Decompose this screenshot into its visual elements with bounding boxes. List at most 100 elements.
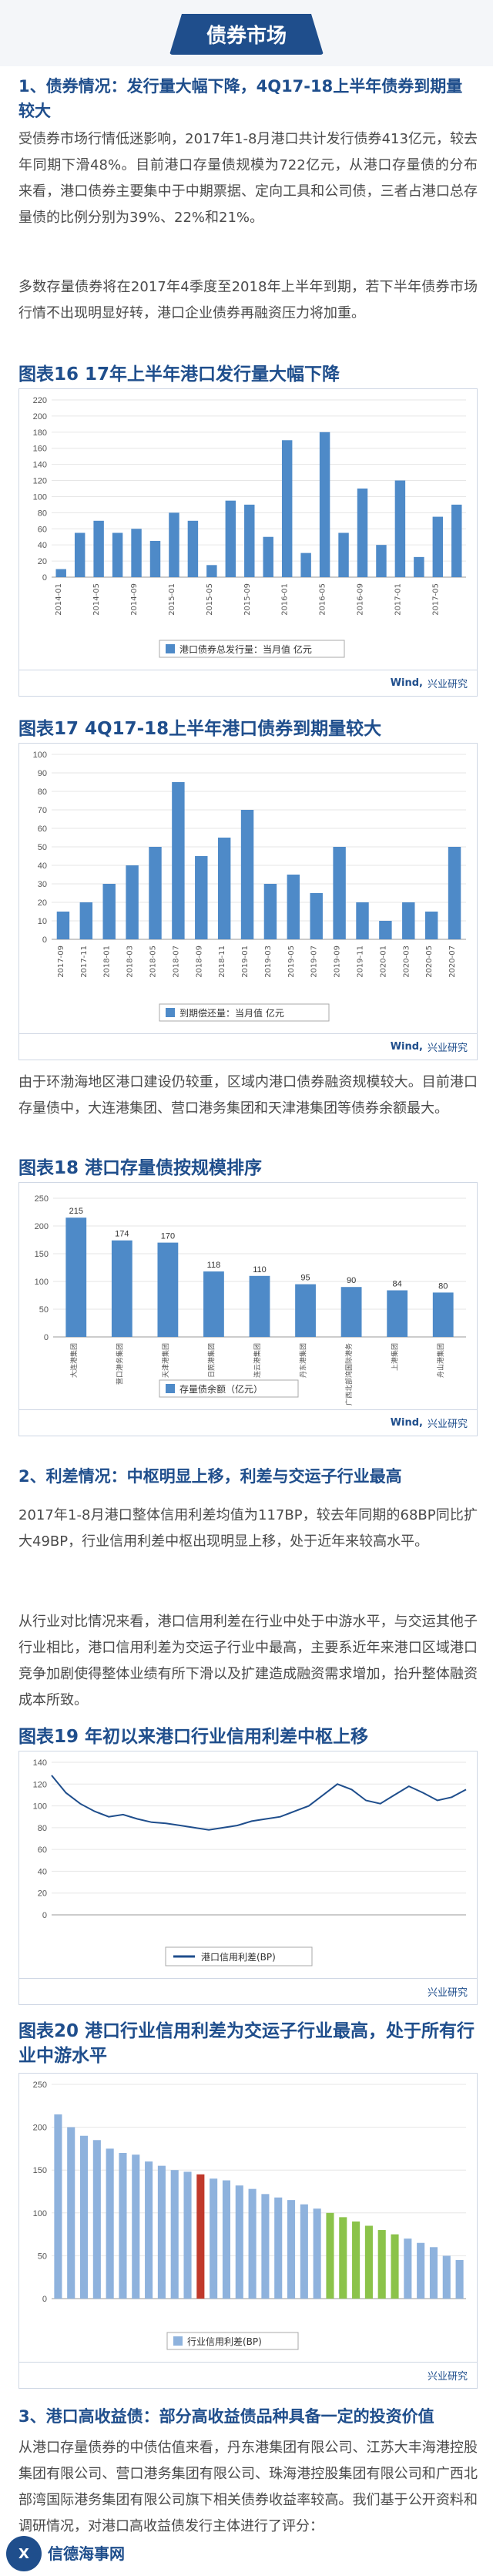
bar (217, 838, 231, 939)
x-tick-label: 2014-05 (92, 583, 101, 616)
legend-box (166, 2332, 299, 2350)
bar (195, 856, 208, 939)
bar (131, 529, 142, 577)
x-tick-label: 丹东港集团 (299, 1343, 308, 1378)
figure16-title: 图表16 17年上半年港口发行量大幅下降 (18, 364, 340, 385)
figure17-title: 图表17 4Q17-18上半年港口债券到期量较大 (18, 719, 382, 739)
section1-heading: 1、债券情况：发行量大幅下降，4Q17-18上半年债券到期量较大 (18, 77, 463, 120)
y-tick-label: 250 (35, 1194, 49, 1204)
bar (126, 865, 139, 939)
bar (429, 2247, 438, 2299)
bar (54, 2114, 62, 2299)
bar (235, 2185, 243, 2299)
figure19-source: 兴业研究 (19, 1978, 477, 2004)
bar (379, 921, 392, 939)
legend-label: 到期偿还量：当月值 亿元 (179, 1007, 284, 1019)
y-tick-label: 100 (33, 2209, 47, 2218)
bar (352, 2221, 361, 2299)
x-tick-label: 上港集团 (391, 1343, 400, 1371)
x-tick-label: 2018-01 (103, 945, 112, 978)
bar (300, 2204, 308, 2299)
bar (92, 2140, 101, 2299)
bar (310, 893, 323, 939)
bar (263, 536, 273, 577)
y-tick-label: 160 (33, 445, 47, 454)
bar (149, 540, 161, 577)
data-label: 118 (207, 1261, 221, 1270)
y-tick-label: 140 (33, 461, 47, 470)
bar (132, 2155, 140, 2299)
x-tick-label: 舟山港集团 (436, 1343, 445, 1378)
bar (248, 2188, 257, 2299)
data-label: 90 (347, 1276, 356, 1285)
x-tick-label: 2014-01 (55, 583, 63, 616)
x-tick-label: 2019-05 (287, 945, 296, 978)
data-label: 170 (161, 1232, 175, 1241)
y-tick-label: 80 (38, 1824, 47, 1833)
legend-label: 港口债券总发行量：当月值 亿元 (179, 643, 312, 655)
figure18-title: 图表18 港口存量债按规模排序 (18, 1158, 263, 1178)
bar (79, 902, 93, 939)
figure16-svg: 0 20 40 60 80 100 120 140 160 180 200 220 2014-01 201… (33, 396, 466, 658)
bar (261, 2194, 270, 2299)
y-tick-label: 0 (42, 935, 47, 945)
bar (225, 500, 236, 577)
bar (170, 2170, 179, 2299)
x-tick-label: 2017-11 (80, 945, 89, 978)
bar (149, 847, 162, 939)
x-tick-label: 2014-09 (130, 583, 139, 616)
bar (391, 2234, 399, 2299)
bar (414, 556, 424, 577)
bar (340, 1287, 362, 1337)
y-tick-label: 100 (35, 1278, 49, 1287)
legend-box (159, 1003, 330, 1022)
y-tick-label: 70 (38, 806, 47, 815)
figure19-svg: 0 20 40 60 80 100 120 140 港口信用利差(BP) (33, 1758, 467, 1966)
section1-paragraph-2: 多数存量债券将在2017年4季度至2018年上半年到期，若下半年债券市场行情不出… (18, 279, 478, 321)
data-label: 80 (438, 1281, 448, 1291)
bar (102, 884, 116, 939)
figure16-chart: 0 20 40 60 80 100 120 140 160 180 200 220 2014-01 201… (18, 388, 478, 697)
footer-logo: X 信德海事网 (6, 2536, 125, 2571)
bar (203, 1271, 224, 1337)
y-tick-label: 120 (33, 477, 47, 486)
figure17-svg: 0 10 20 30 40 50 60 70 80 90 100 2017-09 2017-11 2018… (33, 751, 466, 1022)
bar (196, 2174, 205, 2299)
bar (339, 2217, 347, 2299)
y-tick-label: 50 (39, 1305, 49, 1315)
bar (119, 2152, 127, 2299)
bar (244, 504, 255, 577)
x-tick-label: 2020-01 (379, 945, 387, 978)
bar (451, 504, 462, 577)
bar (442, 2255, 451, 2299)
bar (448, 847, 461, 939)
y-tick-label: 250 (33, 2081, 47, 2090)
bar (313, 2208, 321, 2299)
bar (74, 532, 86, 577)
bar (222, 2180, 231, 2299)
x-tick-label: 2018-05 (149, 945, 158, 978)
bar (187, 520, 199, 577)
legend-swatch (166, 1008, 175, 1017)
bar (287, 2200, 296, 2299)
data-label: 174 (115, 1230, 129, 1239)
bar (112, 532, 123, 577)
y-tick-label: 200 (35, 1222, 49, 1231)
y-tick-label: 100 (33, 751, 47, 760)
data-label: 215 (69, 1207, 83, 1216)
y-tick-label: 40 (38, 1867, 47, 1876)
x-tick-label: 天津港集团 (161, 1343, 170, 1378)
fig18-intro-paragraph: 由于环渤海地区港口建设仍较重，区域内港口债券融资规模较大。目前港口存量债中，大连… (18, 1074, 478, 1117)
series-line (51, 1775, 467, 1831)
bar (387, 1290, 408, 1337)
y-tick-label: 150 (33, 2166, 47, 2175)
bar (333, 847, 346, 939)
figure20-title: 图表20 港口行业信用利差为交运子行业最高，处于所有行业中游水平 (18, 2021, 475, 2066)
legend-label: 行业信用利差(BP) (187, 2336, 262, 2347)
figure18-svg: 0 50 100 150 200 250 215 大连港集团 174 营口港务集团 170 天津港集团… (35, 1194, 466, 1406)
x-tick-label: 大连港集团 (69, 1343, 79, 1378)
figure20-svg: 0 50 100 150 200 250 行业信用利差(BP) (33, 2081, 466, 2350)
legend-label: 港口信用利差(BP) (201, 1952, 276, 1963)
section2-heading: 2、利差情况：中枢明显上移，利差与交运子行业最高 (18, 1467, 402, 1486)
bar (249, 1275, 270, 1337)
